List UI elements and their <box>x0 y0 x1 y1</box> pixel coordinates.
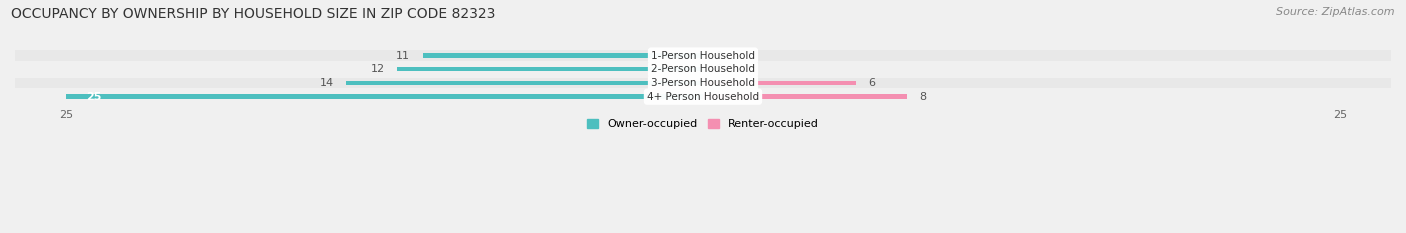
Text: Source: ZipAtlas.com: Source: ZipAtlas.com <box>1277 7 1395 17</box>
Legend: Owner-occupied, Renter-occupied: Owner-occupied, Renter-occupied <box>582 114 824 134</box>
Bar <box>15 91 1391 102</box>
Text: 6: 6 <box>869 78 876 88</box>
Text: 3-Person Household: 3-Person Household <box>651 78 755 88</box>
Bar <box>703 95 907 99</box>
Text: 8: 8 <box>920 92 927 102</box>
Text: 0: 0 <box>716 64 723 74</box>
Text: 11: 11 <box>396 51 411 61</box>
Text: 12: 12 <box>370 64 384 74</box>
Text: 25: 25 <box>86 92 101 102</box>
Text: 4+ Person Household: 4+ Person Household <box>647 92 759 102</box>
Bar <box>15 64 1391 75</box>
Bar <box>423 53 703 58</box>
Bar <box>66 95 703 99</box>
Text: OCCUPANCY BY OWNERSHIP BY HOUSEHOLD SIZE IN ZIP CODE 82323: OCCUPANCY BY OWNERSHIP BY HOUSEHOLD SIZE… <box>11 7 496 21</box>
Text: 1-Person Household: 1-Person Household <box>651 51 755 61</box>
Bar <box>703 81 856 85</box>
Text: 14: 14 <box>319 78 333 88</box>
Bar <box>346 81 703 85</box>
Bar <box>15 50 1391 61</box>
Bar <box>398 67 703 72</box>
Text: 2-Person Household: 2-Person Household <box>651 64 755 74</box>
Text: 0: 0 <box>716 51 723 61</box>
Bar <box>15 78 1391 88</box>
